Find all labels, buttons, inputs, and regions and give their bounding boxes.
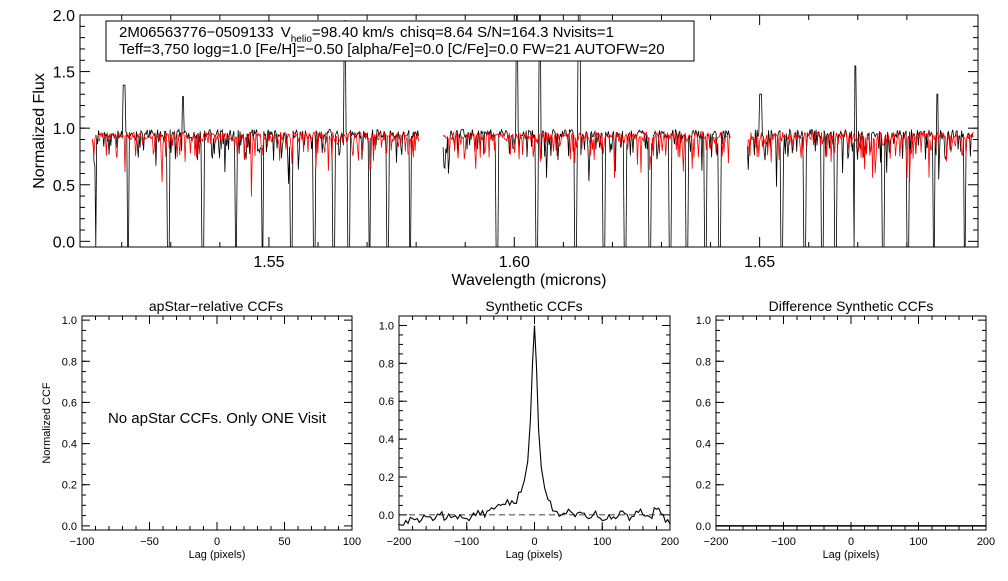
info-line-2: Teff=3,750 logg=1.0 [Fe/H]=−0.50 [alpha/… (119, 41, 665, 58)
spectrum-xtick-label: 1.55 (253, 254, 284, 271)
difference-ccf-ytick-label: 0.8 (696, 356, 711, 368)
apstar-ccf-xtick-label: −50 (140, 536, 159, 548)
synthetic-ccf-x-axis-label: Lag (pixels) (506, 549, 563, 561)
synthetic-ccf-xtick-label: −200 (387, 536, 412, 548)
difference-ccf-ytick-labels: 0.0 0.2 0.4 0.6 0.8 1.0 (696, 315, 711, 533)
synthetic-ccf-xtick-label: 200 (661, 536, 679, 548)
spectrum-ytick-label: 0.5 (53, 178, 75, 195)
apstar-ccf-xtick-label: 0 (214, 536, 220, 548)
apstar-ccf-y-axis-label: Normalized CCF (41, 382, 53, 464)
difference-ccf-title: Difference Synthetic CCFs (769, 298, 934, 314)
star-id: 2M06563776−0509133 (119, 24, 274, 41)
info-line-1: 2M06563776−0509133 Vhelio=98.40 km/s chisq… (119, 24, 614, 45)
synthetic-ccf-ytick-label: 0.0 (379, 510, 394, 522)
difference-ccf-xtick-label: −200 (704, 536, 729, 548)
synthetic-ccf-series (398, 325, 671, 526)
synthetic-ccf-panel: Synthetic CCFs 0.0 0.2 0.4 0.6 0.8 1.0 −… (379, 298, 679, 561)
synthetic-ccf-ticks (398, 316, 671, 530)
apstar-ccf-ytick-label: 0.0 (62, 521, 77, 533)
spectrum-frame (79, 14, 979, 248)
apstar-ccf-x-axis-label: Lag (pixels) (189, 549, 246, 561)
info-box: 2M06563776−0509133 Vhelio=98.40 km/s chisq… (105, 20, 695, 62)
difference-ccf-ytick-label: 0.6 (696, 397, 711, 409)
synthetic-ccf-ytick-label: 0.4 (379, 434, 394, 446)
fit-stats: chisq=8.64 S/N=164.3 Nvisits=1 (400, 24, 614, 41)
no-ccf-annotation: No apStar CCFs. Only ONE Visit (108, 410, 327, 427)
difference-ccf-ytick-label: 0.4 (696, 439, 711, 451)
spectrum-xtick-label: 1.65 (744, 254, 775, 271)
difference-ccf-ytick-label: 0.2 (696, 480, 711, 492)
spectrum-xtick-label: 1.60 (499, 254, 530, 271)
difference-ccf-xtick-label: −100 (771, 536, 796, 548)
difference-ccf-ytick-label: 1.0 (696, 315, 711, 327)
apstar-ccf-ytick-label: 0.2 (62, 480, 77, 492)
difference-ccf-ticks (715, 316, 987, 530)
spectrum-ticks (80, 14, 978, 247)
apstar-ccf-xtick-label: 50 (278, 536, 290, 548)
synthetic-ccf-xtick-label: 100 (593, 536, 611, 548)
apstar-ccf-ytick-label: 0.4 (62, 439, 77, 451)
synthetic-ccf-ytick-label: 1.0 (379, 320, 394, 332)
difference-ccf-x-axis-label: Lag (pixels) (823, 549, 880, 561)
difference-ccf-xtick-label: 200 (977, 536, 995, 548)
model-spectrum-line (91, 130, 974, 197)
difference-ccf-frame (715, 315, 987, 531)
info-box-frame (105, 20, 695, 62)
synthetic-ccf-line (398, 325, 671, 526)
synthetic-ccf-frame (398, 315, 671, 531)
spectrum-y-axis-label: Normalized Flux (31, 73, 48, 189)
spectrum-ytick-label: 2.0 (53, 8, 75, 25)
spectrum-panel: 0.0 0.5 1.0 1.5 2.0 1.55 1.60 1.65 Wavel… (31, 8, 979, 289)
apstar-ccf-ytick-label: 1.0 (62, 315, 77, 327)
difference-ccf-xtick-label: 0 (848, 536, 854, 548)
difference-ccf-xtick-label: 100 (909, 536, 927, 548)
synthetic-ccf-xtick-label: −100 (454, 536, 479, 548)
spectrum-ytick-label: 1.0 (53, 121, 75, 138)
apstar-ccf-ytick-label: 0.8 (62, 356, 77, 368)
difference-ccf-xtick-labels: −200 −100 0 100 200 (704, 536, 996, 548)
difference-ccf-ytick-label: 0.0 (696, 521, 711, 533)
vhelio-label: V (281, 24, 291, 41)
apstar-ccf-title: apStar−relative CCFs (149, 298, 283, 314)
apstar-ccf-ticks (81, 316, 353, 530)
spectrum-x-axis-label: Wavelength (microns) (451, 272, 606, 289)
spectrum-series (91, 15, 974, 247)
difference-ccf-panel: Difference Synthetic CCFs 0.0 0.2 0.4 0.… (696, 298, 995, 561)
synthetic-ccf-ytick-label: 0.6 (379, 396, 394, 408)
synthetic-ccf-xtick-labels: −200 −100 0 100 200 (387, 536, 680, 548)
apstar-ccf-xtick-label: 100 (343, 536, 361, 548)
synthetic-ccf-title: Synthetic CCFs (485, 298, 582, 314)
vhelio-subscript: helio (291, 34, 313, 45)
spectrum-ytick-labels: 0.0 0.5 1.0 1.5 2.0 (53, 8, 75, 251)
vhelio-value: =98.40 km/s (312, 24, 394, 41)
synthetic-ccf-ytick-label: 0.2 (379, 472, 394, 484)
synthetic-ccf-xtick-label: 0 (531, 536, 537, 548)
apstar-ccf-ytick-labels: 0.0 0.2 0.4 0.6 0.8 1.0 (62, 315, 77, 533)
spectrum-ytick-label: 1.5 (53, 65, 75, 82)
apstar-ccf-ytick-label: 0.6 (62, 397, 77, 409)
synthetic-ccf-ytick-labels: 0.0 0.2 0.4 0.6 0.8 1.0 (379, 320, 394, 521)
apstar-ccf-xtick-label: −100 (70, 536, 95, 548)
apstar-ccf-xtick-labels: −100 −50 0 50 100 (70, 536, 362, 548)
apstar-ccf-panel: apStar−relative CCFs 0.0 0.2 0.4 0.6 0.8… (41, 298, 361, 561)
synthetic-ccf-ytick-label: 0.8 (379, 358, 394, 370)
spectrum-xtick-labels: 1.55 1.60 1.65 (253, 254, 775, 271)
spectrum-ytick-label: 0.0 (53, 234, 75, 251)
